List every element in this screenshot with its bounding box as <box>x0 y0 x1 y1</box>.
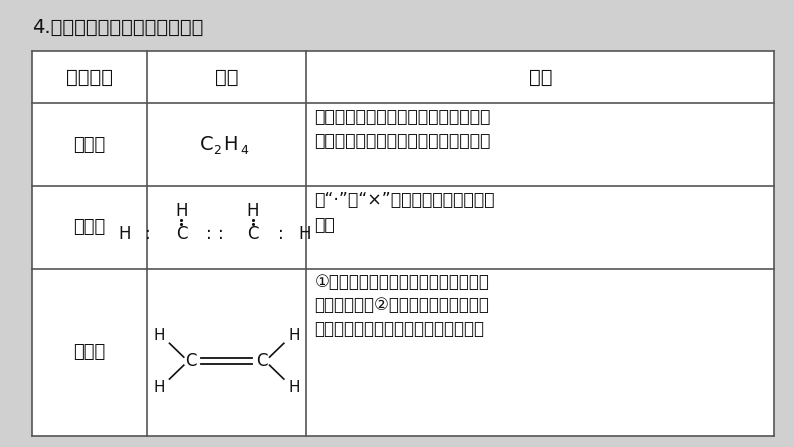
Text: 用“·”或“×”表示原子最外层电子的: 用“·”或“×”表示原子最外层电子的 <box>314 191 495 209</box>
FancyBboxPatch shape <box>32 51 774 436</box>
Text: H: H <box>247 202 259 220</box>
Text: 电子式: 电子式 <box>73 218 106 236</box>
Text: H: H <box>288 380 300 395</box>
Text: C: C <box>200 135 214 154</box>
Text: ①具有化学式所能表示的意义，能反映: ①具有化学式所能表示的意义，能反映 <box>314 273 489 291</box>
Text: 表示方法: 表示方法 <box>66 68 113 87</box>
Text: H: H <box>299 225 310 243</box>
Text: 可反映出一个分子中原子的种类和数目: 可反映出一个分子中原子的种类和数目 <box>314 132 491 150</box>
Text: C: C <box>247 225 259 243</box>
Text: H: H <box>175 202 187 220</box>
Text: 4: 4 <box>240 144 248 157</box>
Text: 实例: 实例 <box>215 68 238 87</box>
Text: 2: 2 <box>213 144 221 157</box>
Text: 用元素符号表示物质分子组成的式子，: 用元素符号表示物质分子组成的式子， <box>314 108 491 126</box>
Text: H: H <box>118 225 130 243</box>
Text: 式子: 式子 <box>314 216 335 234</box>
Text: H: H <box>288 328 300 343</box>
Text: :: : <box>145 225 151 243</box>
Text: 分子式: 分子式 <box>73 135 106 154</box>
Text: H: H <box>153 380 165 395</box>
Text: 结构式: 结构式 <box>73 343 106 361</box>
Text: :: : <box>278 225 283 243</box>
Text: C: C <box>175 225 187 243</box>
Text: 物质的结构；②表示分子中原子的结合: 物质的结构；②表示分子中原子的结合 <box>314 296 489 314</box>
Text: 或排列顺序的式子，但不表示空间构型: 或排列顺序的式子，但不表示空间构型 <box>314 320 484 337</box>
Text: H: H <box>153 328 165 343</box>
Text: C: C <box>185 352 197 370</box>
Text: 4.有机物组成与结构的表示方法: 4.有机物组成与结构的表示方法 <box>32 18 203 37</box>
Text: 含义: 含义 <box>529 68 552 87</box>
Text: H: H <box>223 135 238 154</box>
Text: C: C <box>256 352 268 370</box>
Text: :: : <box>218 225 224 243</box>
Text: :: : <box>206 225 212 243</box>
